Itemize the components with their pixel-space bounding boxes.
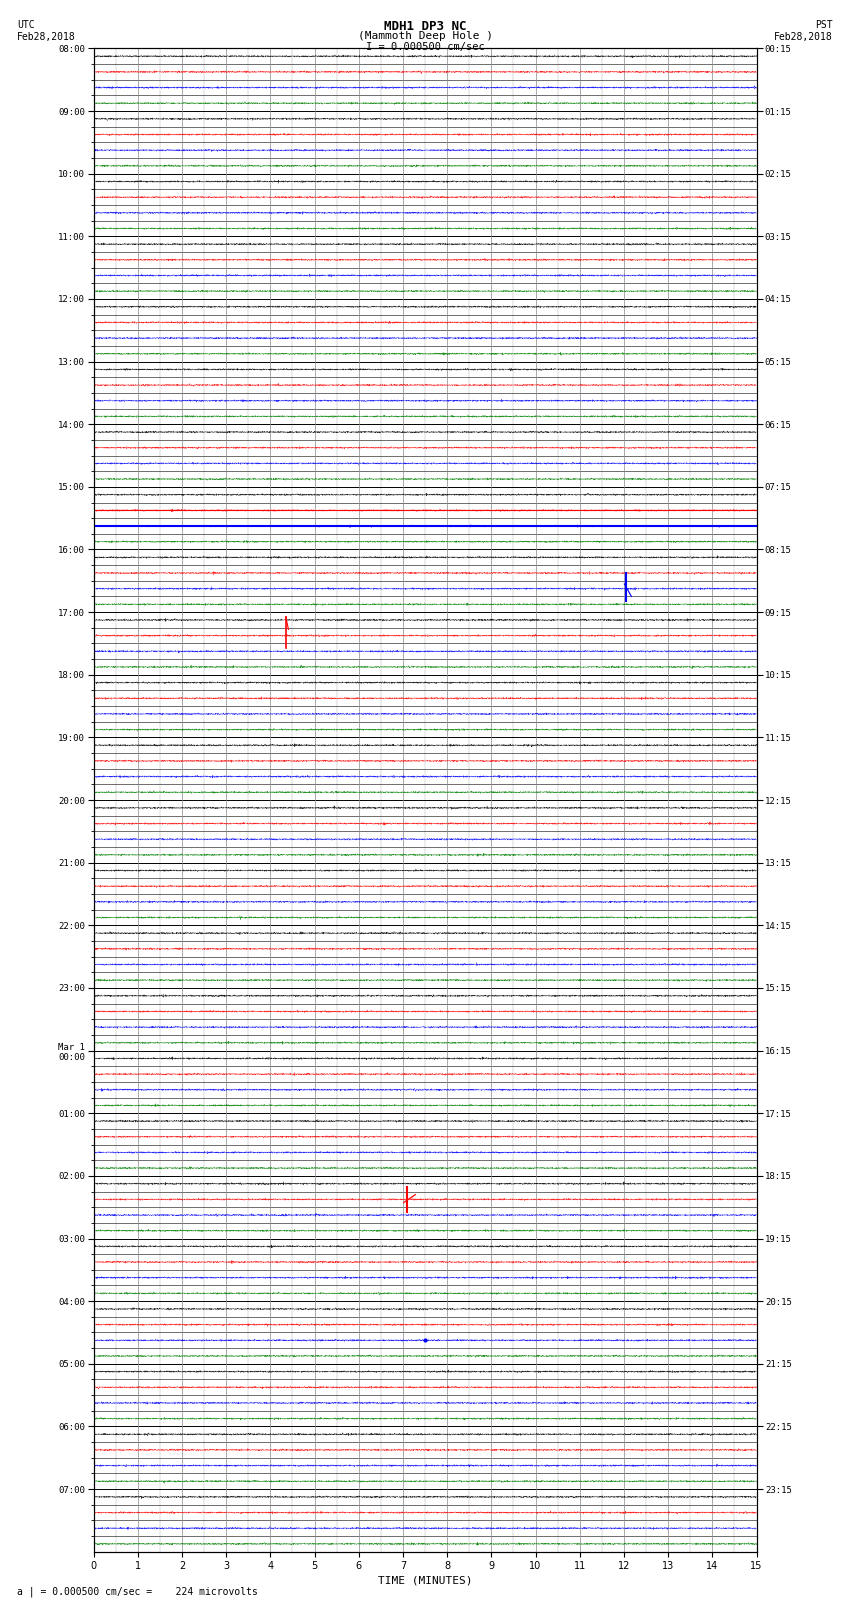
Text: UTC
Feb28,2018: UTC Feb28,2018: [17, 19, 76, 42]
Text: (Mammoth Deep Hole ): (Mammoth Deep Hole ): [358, 31, 492, 40]
X-axis label: TIME (MINUTES): TIME (MINUTES): [377, 1576, 473, 1586]
Text: I = 0.000500 cm/sec: I = 0.000500 cm/sec: [366, 42, 484, 52]
Text: MDH1 DP3 NC: MDH1 DP3 NC: [383, 19, 467, 34]
Text: PST
Feb28,2018: PST Feb28,2018: [774, 19, 833, 42]
Text: a | = 0.000500 cm/sec =    224 microvolts: a | = 0.000500 cm/sec = 224 microvolts: [17, 1586, 258, 1597]
